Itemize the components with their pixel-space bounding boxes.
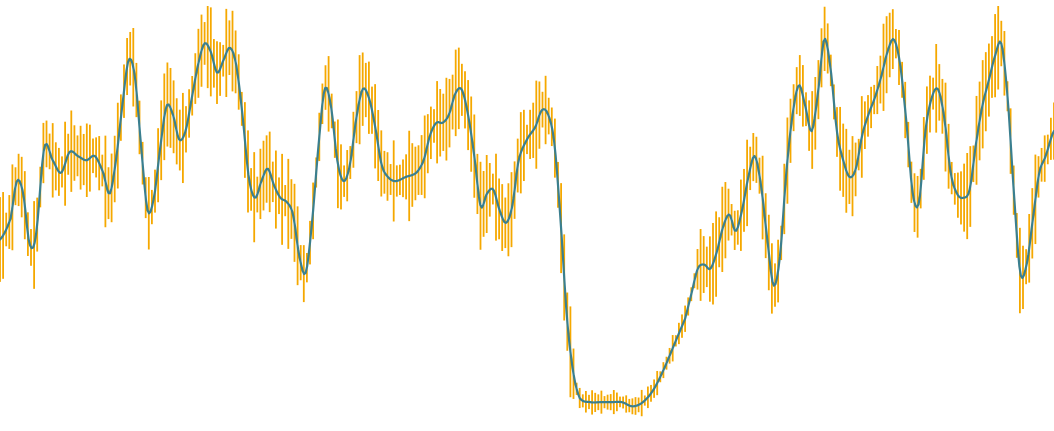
error-bars-group [0,6,1054,417]
series-line [0,37,1054,408]
